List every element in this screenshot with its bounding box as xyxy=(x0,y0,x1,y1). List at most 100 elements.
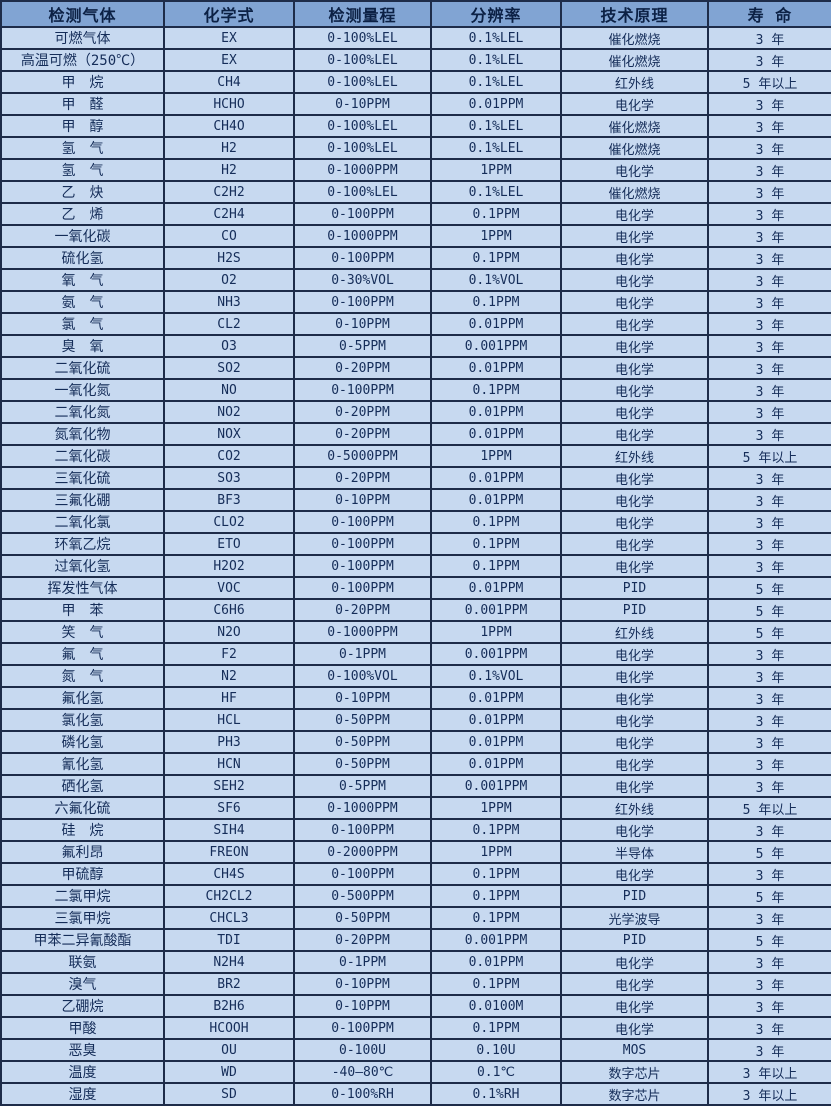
technology-principle-cell: 光学波导 xyxy=(560,906,709,930)
technology-principle-cell: 电化学 xyxy=(560,422,709,446)
detection-range-cell: 0-100PPM xyxy=(293,818,432,842)
gas-name-cell: 氟化氢 xyxy=(0,686,165,710)
lifespan-cell: 3 年 xyxy=(707,114,831,138)
table-row: 三氟化硼 BF3 0-10PPM 0.01PPM 电化学 3 年 xyxy=(0,488,831,512)
technology-principle-cell: 电化学 xyxy=(560,510,709,534)
resolution-cell: 0.1%RH xyxy=(430,1082,562,1106)
table-row: 乙 炔 C2H2 0-100%LEL 0.1%LEL 催化燃烧 3 年 xyxy=(0,180,831,204)
gas-name-cell: 高温可燃（250℃） xyxy=(0,48,165,72)
detection-range-cell: 0-500PPM xyxy=(293,884,432,908)
chemical-formula-cell: WD xyxy=(163,1060,295,1084)
resolution-cell: 0.001PPM xyxy=(430,928,562,952)
lifespan-cell: 3 年 xyxy=(707,290,831,314)
gas-name-cell: 过氧化氢 xyxy=(0,554,165,578)
detection-range-cell: 0-100%LEL xyxy=(293,70,432,94)
lifespan-cell: 3 年 xyxy=(707,950,831,974)
resolution-cell: 0.1PPM xyxy=(430,532,562,556)
column-header-technology-principle: 技术原理 xyxy=(560,0,709,28)
technology-principle-cell: 催化燃烧 xyxy=(560,48,709,72)
chemical-formula-cell: SO3 xyxy=(163,466,295,490)
resolution-cell: 0.01PPM xyxy=(430,356,562,380)
gas-name-cell: 氯 气 xyxy=(0,312,165,336)
gas-name-cell: 六氟化硫 xyxy=(0,796,165,820)
technology-principle-cell: 电化学 xyxy=(560,268,709,292)
chemical-formula-cell: CHCL3 xyxy=(163,906,295,930)
detection-range-cell: 0-50PPM xyxy=(293,752,432,776)
chemical-formula-cell: NH3 xyxy=(163,290,295,314)
technology-principle-cell: 电化学 xyxy=(560,642,709,666)
gas-name-cell: 甲 醛 xyxy=(0,92,165,116)
detection-range-cell: 0-20PPM xyxy=(293,356,432,380)
detection-range-cell: 0-50PPM xyxy=(293,708,432,732)
detection-range-cell: 0-100%LEL xyxy=(293,136,432,160)
gas-name-cell: 氟 气 xyxy=(0,642,165,666)
technology-principle-cell: 电化学 xyxy=(560,312,709,336)
table-row: 硅 烷 SIH4 0-100PPM 0.1PPM 电化学 3 年 xyxy=(0,818,831,842)
gas-name-cell: 环氧乙烷 xyxy=(0,532,165,556)
detection-range-cell: -40—80℃ xyxy=(293,1060,432,1084)
gas-name-cell: 二氧化硫 xyxy=(0,356,165,380)
lifespan-cell: 5 年以上 xyxy=(707,796,831,820)
table-row: 二氧化碳 CO2 0-5000PPM 1PPM 红外线 5 年以上 xyxy=(0,444,831,468)
chemical-formula-cell: H2S xyxy=(163,246,295,270)
lifespan-cell: 3 年 xyxy=(707,554,831,578)
table-row: 二氧化氯 CLO2 0-100PPM 0.1PPM 电化学 3 年 xyxy=(0,510,831,534)
table-row: 乙硼烷 B2H6 0-10PPM 0.0100M 电化学 3 年 xyxy=(0,994,831,1018)
detection-range-cell: 0-100PPM xyxy=(293,532,432,556)
chemical-formula-cell: C2H2 xyxy=(163,180,295,204)
lifespan-cell: 3 年以上 xyxy=(707,1082,831,1106)
resolution-cell: 0.1PPM xyxy=(430,906,562,930)
chemical-formula-cell: CLO2 xyxy=(163,510,295,534)
table-row: 甲 苯 C6H6 0-20PPM 0.001PPM PID 5 年 xyxy=(0,598,831,622)
detection-range-cell: 0-100%LEL xyxy=(293,48,432,72)
gas-name-cell: 氰化氢 xyxy=(0,752,165,776)
lifespan-cell: 3 年 xyxy=(707,906,831,930)
technology-principle-cell: 红外线 xyxy=(560,70,709,94)
technology-principle-cell: 电化学 xyxy=(560,862,709,886)
gas-name-cell: 三氧化硫 xyxy=(0,466,165,490)
table-row: 氯化氢 HCL 0-50PPM 0.01PPM 电化学 3 年 xyxy=(0,708,831,732)
resolution-cell: 1PPM xyxy=(430,158,562,182)
table-row: 氮氧化物 NOX 0-20PPM 0.01PPM 电化学 3 年 xyxy=(0,422,831,446)
detection-range-cell: 0-100PPM xyxy=(293,862,432,886)
lifespan-cell: 5 年 xyxy=(707,576,831,600)
gas-name-cell: 二氧化氯 xyxy=(0,510,165,534)
chemical-formula-cell: SO2 xyxy=(163,356,295,380)
lifespan-cell: 5 年 xyxy=(707,928,831,952)
technology-principle-cell: 电化学 xyxy=(560,774,709,798)
table-row: 一氧化氮 NO 0-100PPM 0.1PPM 电化学 3 年 xyxy=(0,378,831,402)
technology-principle-cell: 电化学 xyxy=(560,972,709,996)
table-row: 甲硫醇 CH4S 0-100PPM 0.1PPM 电化学 3 年 xyxy=(0,862,831,886)
lifespan-cell: 3 年 xyxy=(707,642,831,666)
chemical-formula-cell: TDI xyxy=(163,928,295,952)
technology-principle-cell: 红外线 xyxy=(560,796,709,820)
resolution-cell: 0.01PPM xyxy=(430,422,562,446)
table-row: 二氧化硫 SO2 0-20PPM 0.01PPM 电化学 3 年 xyxy=(0,356,831,380)
detection-range-cell: 0-100%RH xyxy=(293,1082,432,1106)
resolution-cell: 0.1PPM xyxy=(430,884,562,908)
gas-name-cell: 三氟化硼 xyxy=(0,488,165,512)
technology-principle-cell: 催化燃烧 xyxy=(560,180,709,204)
resolution-cell: 0.10U xyxy=(430,1038,562,1062)
lifespan-cell: 3 年 xyxy=(707,730,831,754)
table-row: 氟 气 F2 0-1PPM 0.001PPM 电化学 3 年 xyxy=(0,642,831,666)
lifespan-cell: 3 年 xyxy=(707,466,831,490)
gas-name-cell: 温度 xyxy=(0,1060,165,1084)
gas-name-cell: 氯化氢 xyxy=(0,708,165,732)
gas-name-cell: 臭 氧 xyxy=(0,334,165,358)
resolution-cell: 0.1%LEL xyxy=(430,114,562,138)
gas-name-cell: 磷化氢 xyxy=(0,730,165,754)
chemical-formula-cell: OU xyxy=(163,1038,295,1062)
lifespan-cell: 3 年 xyxy=(707,268,831,292)
table-row: 硒化氢 SEH2 0-5PPM 0.001PPM 电化学 3 年 xyxy=(0,774,831,798)
technology-principle-cell: PID xyxy=(560,928,709,952)
table-row: 笑 气 N2O 0-1000PPM 1PPM 红外线 5 年 xyxy=(0,620,831,644)
table-row: 氯 气 CL2 0-10PPM 0.01PPM 电化学 3 年 xyxy=(0,312,831,336)
gas-name-cell: 一氧化碳 xyxy=(0,224,165,248)
table-row: 氰化氢 HCN 0-50PPM 0.01PPM 电化学 3 年 xyxy=(0,752,831,776)
table-row: 一氧化碳 CO 0-1000PPM 1PPM 电化学 3 年 xyxy=(0,224,831,248)
lifespan-cell: 3 年 xyxy=(707,224,831,248)
resolution-cell: 0.001PPM xyxy=(430,334,562,358)
gas-name-cell: 二氯甲烷 xyxy=(0,884,165,908)
resolution-cell: 0.01PPM xyxy=(430,400,562,424)
